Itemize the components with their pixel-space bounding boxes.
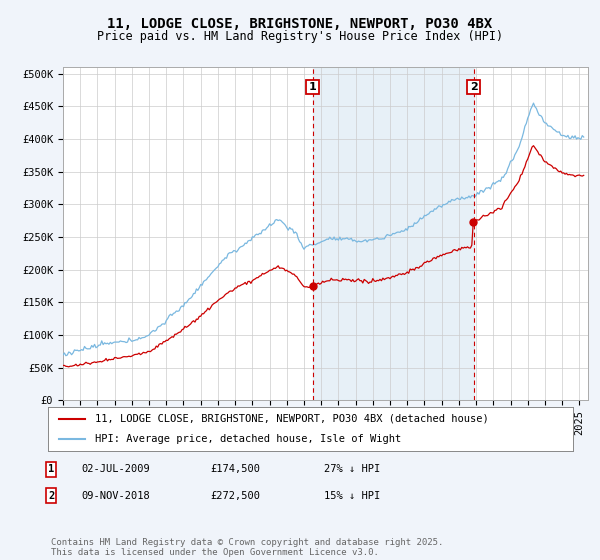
Text: 2: 2 [470, 82, 478, 92]
Text: Price paid vs. HM Land Registry's House Price Index (HPI): Price paid vs. HM Land Registry's House … [97, 30, 503, 43]
Text: 11, LODGE CLOSE, BRIGHSTONE, NEWPORT, PO30 4BX (detached house): 11, LODGE CLOSE, BRIGHSTONE, NEWPORT, PO… [95, 414, 489, 424]
Text: 1: 1 [309, 82, 316, 92]
Text: 11, LODGE CLOSE, BRIGHSTONE, NEWPORT, PO30 4BX: 11, LODGE CLOSE, BRIGHSTONE, NEWPORT, PO… [107, 17, 493, 31]
Text: 02-JUL-2009: 02-JUL-2009 [81, 464, 150, 474]
Text: £174,500: £174,500 [210, 464, 260, 474]
Text: 1: 1 [48, 464, 54, 474]
Text: Contains HM Land Registry data © Crown copyright and database right 2025.
This d: Contains HM Land Registry data © Crown c… [51, 538, 443, 557]
Text: £272,500: £272,500 [210, 491, 260, 501]
Text: 27% ↓ HPI: 27% ↓ HPI [324, 464, 380, 474]
Text: 2: 2 [48, 491, 54, 501]
Text: 09-NOV-2018: 09-NOV-2018 [81, 491, 150, 501]
Bar [313, 67, 473, 400]
Text: HPI: Average price, detached house, Isle of Wight: HPI: Average price, detached house, Isle… [95, 434, 401, 444]
Text: 15% ↓ HPI: 15% ↓ HPI [324, 491, 380, 501]
